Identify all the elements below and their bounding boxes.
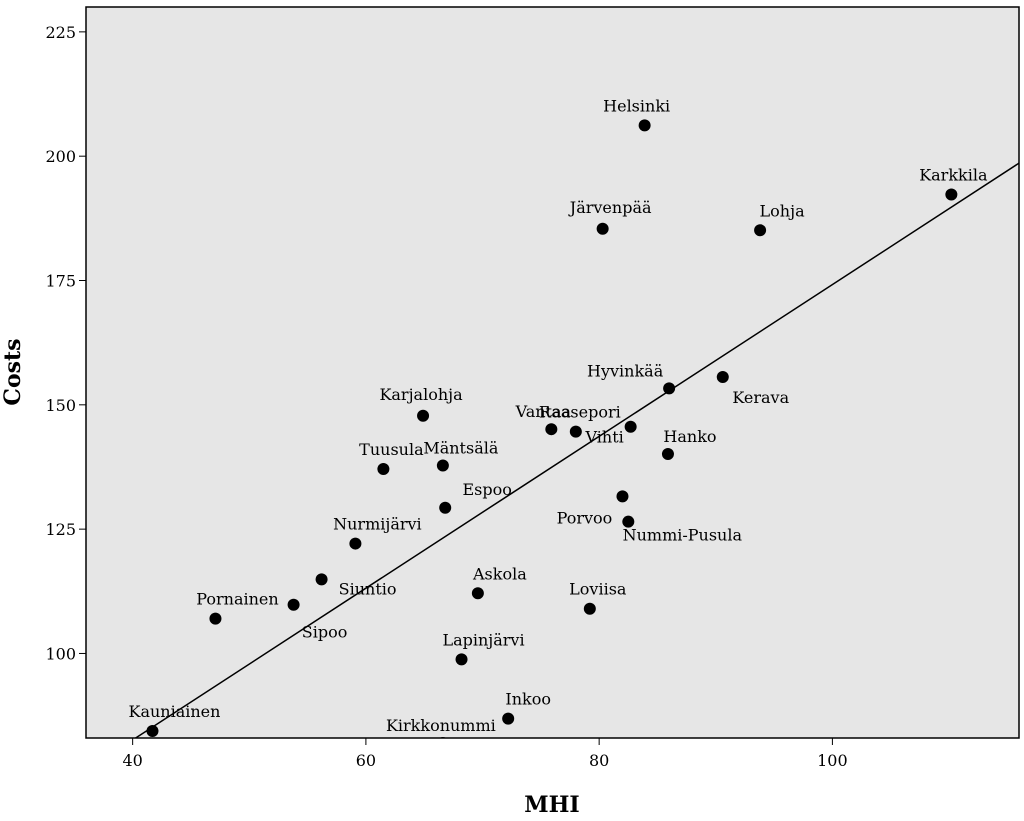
y-tick-label: 200 bbox=[45, 147, 76, 166]
data-points bbox=[146, 119, 958, 738]
data-point bbox=[945, 188, 958, 201]
data-point bbox=[596, 222, 609, 235]
point-label: Vantaa bbox=[515, 402, 572, 421]
point-label: Kerava bbox=[732, 388, 789, 407]
data-point bbox=[349, 537, 362, 550]
point-label: Porvoo bbox=[557, 508, 613, 527]
y-tick-label: 100 bbox=[45, 644, 76, 663]
point-label: Lapinjärvi bbox=[442, 630, 524, 649]
point-label: Järvenpää bbox=[568, 198, 652, 217]
y-axis-title: Costs bbox=[0, 338, 26, 405]
point-label: Siuntio bbox=[339, 579, 397, 598]
data-point bbox=[616, 490, 629, 503]
data-point bbox=[315, 573, 328, 586]
y-tick-label: 225 bbox=[45, 23, 76, 42]
point-label: Espoo bbox=[463, 480, 512, 499]
point-label: Vihti bbox=[585, 428, 624, 447]
data-point bbox=[377, 462, 390, 475]
data-point bbox=[287, 598, 300, 611]
axis-ticks: 40 60 80 100 100 125 150 175 200 225 bbox=[45, 23, 847, 770]
point-label: Karkkila bbox=[919, 165, 988, 184]
x-tick-label: 80 bbox=[589, 751, 609, 770]
data-point bbox=[209, 612, 222, 625]
x-tick-label: 40 bbox=[122, 751, 142, 770]
y-tick-label: 150 bbox=[45, 396, 76, 415]
x-tick-label: 60 bbox=[356, 751, 376, 770]
point-label: Inkoo bbox=[505, 690, 551, 709]
data-point bbox=[502, 712, 515, 725]
point-label: Karjalohja bbox=[379, 385, 463, 404]
data-point bbox=[583, 602, 596, 615]
data-point bbox=[439, 501, 452, 514]
data-point bbox=[661, 448, 674, 461]
data-point bbox=[569, 425, 582, 438]
data-point bbox=[663, 382, 676, 395]
point-label: Askola bbox=[472, 564, 527, 583]
point-label: Pornainen bbox=[196, 590, 278, 609]
data-point bbox=[545, 423, 558, 436]
point-label: Nummi-Pusula bbox=[623, 526, 743, 545]
x-axis-title: MHI bbox=[524, 792, 579, 818]
data-point bbox=[622, 515, 635, 528]
point-label: Tuusula bbox=[359, 440, 424, 459]
data-point bbox=[754, 224, 767, 237]
data-point bbox=[439, 736, 447, 738]
x-tick-label: 100 bbox=[817, 751, 848, 770]
point-label: Loviisa bbox=[569, 580, 627, 599]
point-label: Raasepori bbox=[539, 403, 621, 422]
data-point bbox=[638, 119, 651, 132]
data-point bbox=[417, 409, 430, 422]
point-label: Nurmijärvi bbox=[333, 515, 422, 534]
data-point bbox=[716, 370, 729, 383]
point-label: Lohja bbox=[760, 201, 806, 220]
data-point bbox=[624, 420, 637, 433]
y-tick-label: 125 bbox=[45, 520, 76, 539]
data-point bbox=[146, 725, 159, 738]
point-labels: Helsinki Karkkila Järvenpää Lohja Hyvinkää Ke… bbox=[128, 96, 987, 735]
point-label: Mäntsälä bbox=[423, 438, 499, 457]
point-label: Kauniainen bbox=[128, 702, 220, 721]
point-label: Hanko bbox=[663, 427, 716, 446]
point-label: Helsinki bbox=[603, 96, 670, 115]
point-label: Hyvinkää bbox=[587, 361, 664, 380]
data-point bbox=[471, 587, 484, 600]
data-point bbox=[455, 653, 468, 666]
plot-area bbox=[85, 6, 1020, 739]
data-point bbox=[436, 459, 449, 472]
y-tick-label: 175 bbox=[45, 272, 76, 291]
point-label: Sipoo bbox=[302, 623, 348, 642]
fit-line bbox=[134, 162, 1019, 738]
point-label: Kirkkonummi bbox=[386, 716, 496, 735]
